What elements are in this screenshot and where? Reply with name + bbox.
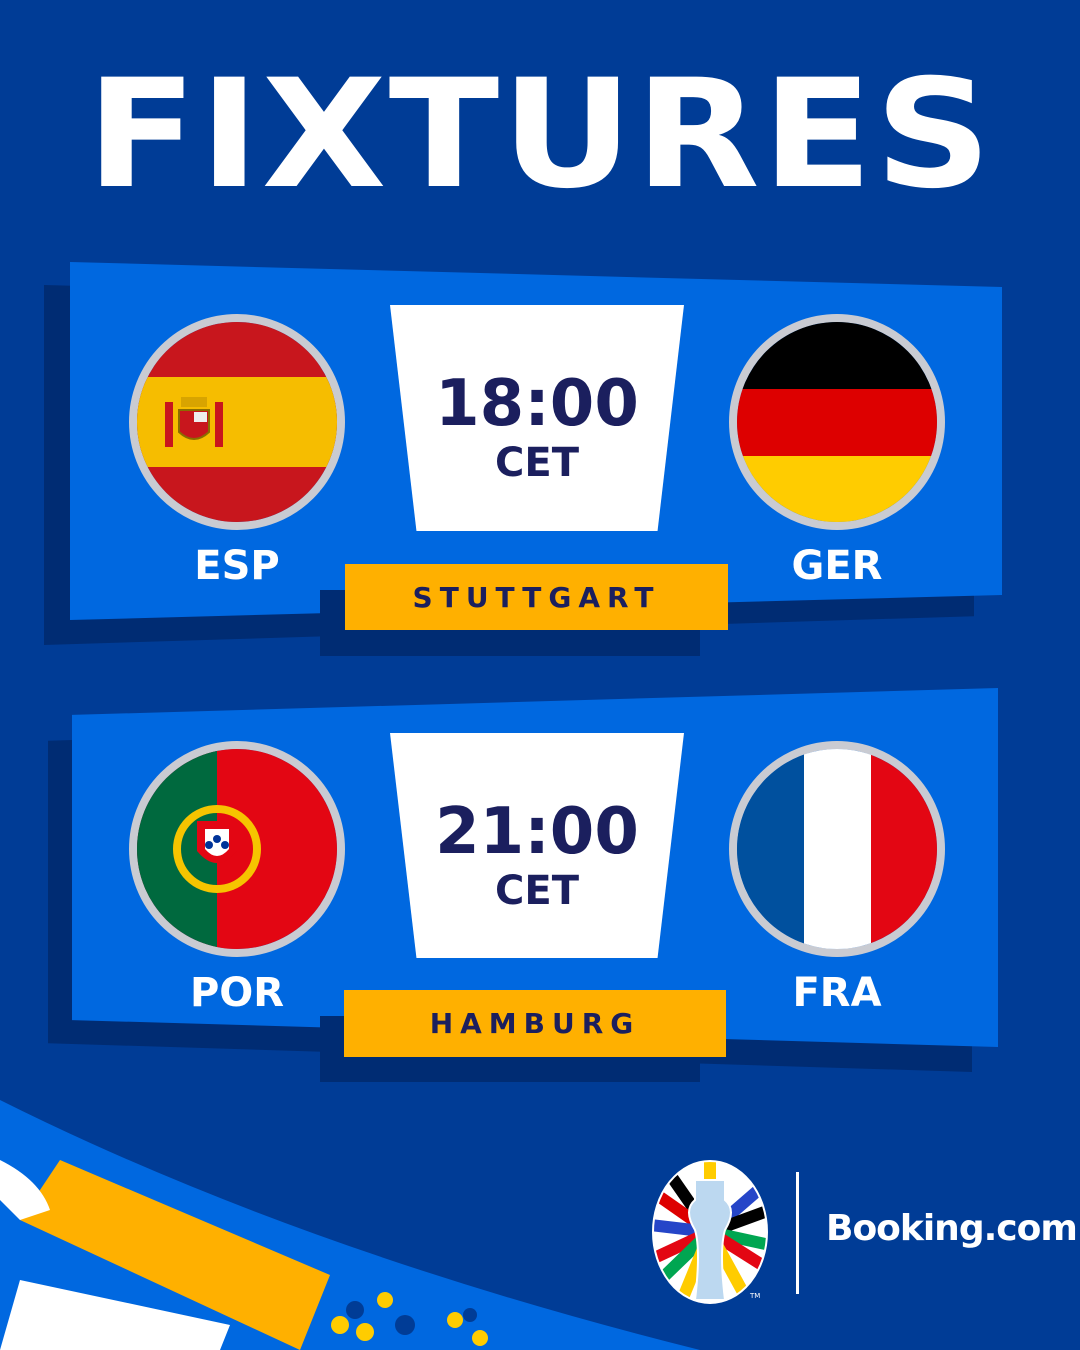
divider <box>796 1172 799 1294</box>
euro-2024-logo <box>652 1160 768 1304</box>
kickoff-box-1: 18:00 CET <box>390 305 684 531</box>
away-team-code: GER <box>791 543 883 589</box>
timezone: CET <box>495 868 579 914</box>
booking-logo: Booking.com <box>826 1208 1078 1249</box>
venue-label: HAMBURG <box>344 990 726 1057</box>
page-title: FIXTURES <box>86 48 994 222</box>
venue-label: STUTTGART <box>345 564 728 630</box>
germany-flag-icon <box>729 314 945 530</box>
kickoff-box-2: 21:00 CET <box>390 733 684 958</box>
portugal-flag-icon <box>129 741 345 957</box>
decorative-swoosh <box>0 1100 700 1350</box>
trademark: TM <box>750 1292 761 1300</box>
spain-flag-icon <box>129 314 345 530</box>
home-team-code: ESP <box>194 543 280 589</box>
timezone: CET <box>495 440 579 486</box>
home-team-code: POR <box>189 970 285 1016</box>
france-flag-icon <box>729 741 945 957</box>
kickoff-time: 18:00 <box>435 367 639 441</box>
away-team-code: FRA <box>792 970 882 1016</box>
kickoff-time: 21:00 <box>435 795 639 869</box>
